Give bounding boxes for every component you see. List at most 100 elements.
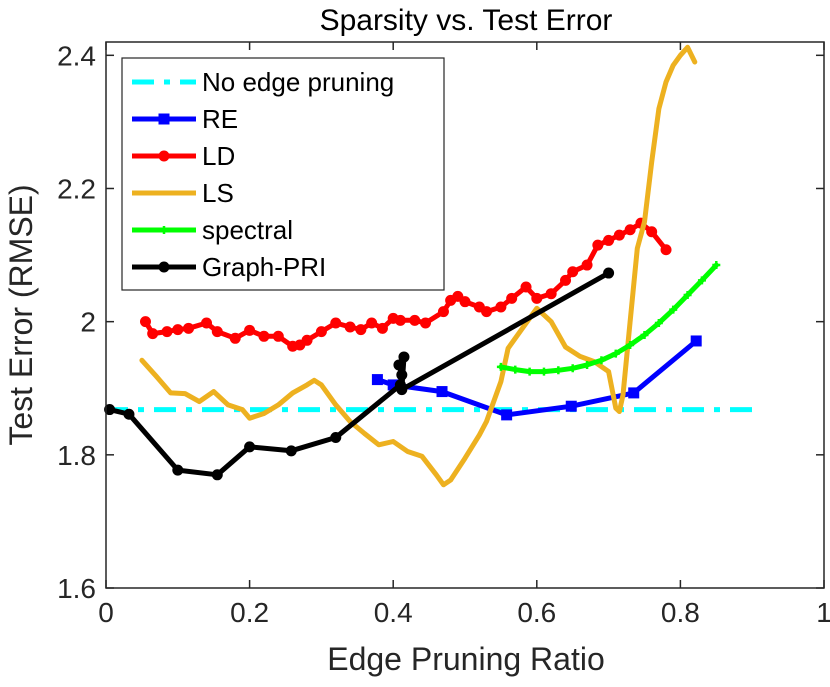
- legend-marker: [158, 150, 170, 162]
- data-point-ld: [581, 259, 593, 271]
- data-point-ls: [391, 439, 396, 444]
- data-point-ld: [409, 314, 421, 326]
- x-tick-label: 0.8: [661, 597, 700, 628]
- data-point-ld: [592, 239, 604, 251]
- data-point-ls: [312, 378, 317, 383]
- data-point-ld: [183, 322, 195, 334]
- data-point-ld: [139, 316, 151, 328]
- data-point-spectral: [554, 366, 563, 375]
- data-point-graph-pri: [244, 441, 256, 453]
- data-point-graph-pri: [603, 267, 615, 279]
- data-point-ld: [567, 266, 579, 278]
- data-point-ls: [505, 346, 511, 351]
- data-point-graph-pri: [330, 432, 342, 444]
- data-point-ls: [563, 344, 568, 350]
- data-point-spectral: [611, 349, 620, 358]
- data-point-ls: [635, 246, 640, 251]
- legend-label: LD: [202, 141, 235, 171]
- data-point-spectral: [640, 330, 649, 339]
- data-point-ls: [405, 449, 410, 454]
- data-point-ls: [154, 374, 159, 379]
- data-point-ls: [290, 390, 295, 396]
- data-point-ls: [448, 477, 453, 483]
- data-point-ls: [434, 472, 439, 478]
- data-point-ls: [671, 63, 676, 68]
- data-point-ls: [663, 79, 669, 85]
- data-point-ls: [247, 416, 252, 421]
- data-point-ls: [627, 319, 633, 324]
- legend-marker: [161, 190, 167, 196]
- data-point-ls: [182, 391, 188, 396]
- data-point-ld: [272, 330, 284, 342]
- data-point-ld: [646, 226, 658, 238]
- series-line-ls: [139, 44, 698, 488]
- data-point-graph-pri: [396, 384, 408, 396]
- data-point-ld: [613, 229, 625, 241]
- series-ld: [139, 217, 672, 352]
- data-point-spectral: [712, 261, 721, 270]
- y-tick-label: 1.8: [57, 440, 96, 471]
- data-point-re: [565, 400, 577, 412]
- data-point-re: [628, 387, 640, 399]
- data-point-ls: [319, 382, 324, 388]
- data-point-ld: [420, 317, 432, 329]
- legend: No edge pruning RE LD LS spectral Graph-PRI: [121, 57, 445, 291]
- data-point-ls: [376, 442, 382, 448]
- data-point-ld: [229, 332, 241, 344]
- x-tick-label: 0.6: [517, 597, 556, 628]
- data-point-ld: [376, 322, 388, 334]
- legend-label: spectral: [202, 215, 293, 245]
- data-point-re: [436, 386, 448, 398]
- legend-marker: [158, 261, 170, 273]
- data-point-ld: [394, 314, 406, 326]
- data-point-ld: [211, 326, 223, 338]
- legend-item-ld: LD: [132, 141, 235, 171]
- data-point-ls: [606, 369, 611, 374]
- data-point-ld: [366, 317, 378, 329]
- data-point-ls: [613, 406, 618, 411]
- data-point-ls: [333, 402, 338, 408]
- data-point-graph-pri: [396, 369, 408, 381]
- legend-label: LS: [202, 178, 234, 208]
- data-point-ls: [197, 399, 202, 404]
- data-point-ls: [520, 326, 525, 331]
- data-point-ls: [649, 159, 654, 165]
- data-point-ls: [577, 354, 583, 359]
- legend-item-re: RE: [132, 104, 238, 134]
- data-point-ls: [240, 407, 245, 412]
- x-axis: 0 0.2 0.4 0.6 0.8 1: [98, 42, 830, 628]
- series-spectral: [496, 261, 721, 376]
- data-point-ls: [620, 392, 626, 398]
- data-point-ld: [344, 321, 356, 333]
- legend-label: No edge pruning: [202, 67, 394, 97]
- data-point-ld: [315, 326, 327, 338]
- legend-item-no-edge-pruning: No edge pruning: [132, 67, 394, 97]
- y-axis-label: Test Error (RMSE): [3, 184, 39, 445]
- data-point-ld: [520, 281, 532, 293]
- data-point-ls: [139, 358, 145, 363]
- data-point-ls: [462, 455, 468, 461]
- data-point-ld: [459, 296, 471, 308]
- data-point-ls: [642, 219, 647, 224]
- data-point-ls: [168, 390, 173, 396]
- plot-frame: [105, 41, 825, 589]
- y-tick-label: 2: [80, 307, 96, 338]
- data-point-ls: [304, 382, 310, 388]
- data-point-ld: [560, 274, 572, 286]
- data-point-ld: [603, 234, 615, 246]
- data-point-ld: [244, 324, 256, 336]
- data-point-ld: [201, 317, 213, 329]
- data-point-ls: [534, 306, 539, 311]
- series-ls: [139, 44, 698, 488]
- data-point-ld: [258, 330, 270, 342]
- legend-label: RE: [202, 104, 238, 134]
- data-point-graph-pri: [398, 351, 410, 363]
- data-point-ls: [678, 53, 683, 58]
- series-graph-pri: [104, 267, 615, 481]
- data-point-ls: [441, 482, 446, 487]
- data-point-ls: [617, 409, 622, 414]
- data-point-graph-pri: [104, 404, 116, 416]
- data-point-graph-pri: [123, 408, 135, 420]
- data-point-ld: [161, 326, 173, 338]
